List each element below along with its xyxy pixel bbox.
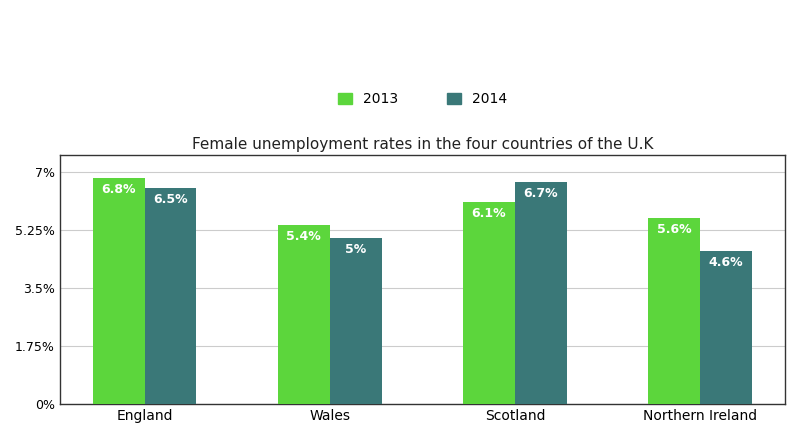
Bar — [515, 182, 567, 404]
Legend: 2013, 2014: 2013, 2014 — [338, 92, 506, 106]
Bar — [330, 238, 382, 404]
Text: 6.5%: 6.5% — [153, 193, 188, 206]
Text: 6.1%: 6.1% — [472, 207, 506, 219]
Text: 5.4%: 5.4% — [286, 230, 322, 243]
Bar — [278, 225, 330, 404]
Bar — [463, 201, 515, 404]
Text: 6.8%: 6.8% — [102, 183, 136, 196]
Title: Female unemployment rates in the four countries of the U.K: Female unemployment rates in the four co… — [192, 138, 653, 152]
Bar — [145, 188, 197, 404]
Bar — [648, 218, 700, 404]
Text: 5%: 5% — [345, 243, 366, 256]
Text: 6.7%: 6.7% — [523, 187, 558, 200]
Bar — [93, 178, 145, 404]
Text: 4.6%: 4.6% — [709, 256, 743, 269]
Text: 5.6%: 5.6% — [657, 223, 691, 236]
Bar — [700, 251, 752, 404]
